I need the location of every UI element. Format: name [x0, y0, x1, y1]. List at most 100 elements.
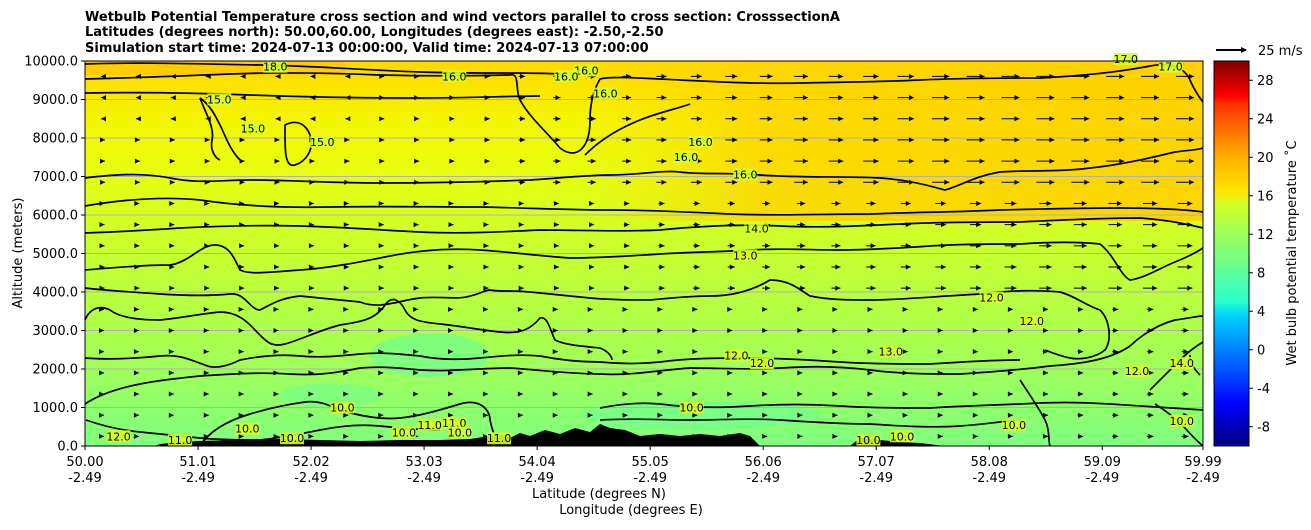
wind-vector-head [552, 412, 558, 418]
wind-vector-head [1084, 116, 1090, 122]
wind-vector-head [518, 222, 524, 228]
wind-vector-head [134, 222, 140, 228]
wind-vector-head [1183, 306, 1189, 312]
wind-vector-head [378, 433, 384, 439]
wind-vector-head [517, 306, 523, 312]
wind-vector-head [1078, 391, 1084, 397]
contour-label-bg [878, 345, 903, 358]
wind-vector-head [484, 73, 490, 79]
contour-line [84, 279, 1101, 311]
wind-vector-head [274, 243, 280, 249]
contour-line [199, 97, 221, 161]
wind-vector-head [727, 433, 733, 439]
x-tick-label-lat: 57.07 [858, 455, 895, 470]
wind-vector-head [482, 391, 488, 397]
wind-vector-head [1084, 137, 1090, 143]
contour-label-bg [724, 349, 749, 362]
wind-vector-head [204, 200, 210, 206]
contour-label-bg [1169, 357, 1194, 370]
x-tick-label-lon: -2.49 [407, 471, 441, 486]
wind-vector-head [1046, 243, 1052, 249]
wind-vector-head [1152, 200, 1158, 206]
wind-vector-head [1148, 412, 1154, 418]
wind-vector-head [308, 264, 314, 270]
wind-vector-head [204, 137, 210, 143]
wind-vector-head [802, 95, 808, 101]
wind-vector-head [626, 158, 632, 164]
contour-label: 16.0 [554, 70, 579, 83]
wind-vector-head [378, 370, 384, 376]
temperature-field-cool-patch-3 [280, 383, 380, 407]
wind-vector-head [727, 328, 733, 333]
contour-line [84, 62, 561, 75]
wind-vector-head [972, 349, 978, 355]
wind-vector-head [873, 95, 879, 101]
contour-label-bg [310, 135, 335, 148]
x-tick-label-lon: -2.49 [1186, 471, 1220, 486]
x-tick-label-lat: 54.04 [519, 455, 556, 470]
wind-vector-head [169, 243, 175, 249]
wind-vector-head [379, 179, 385, 185]
contour-label: 10.0 [330, 401, 355, 414]
wind-vector-head [908, 95, 914, 101]
wind-vector-head [873, 158, 879, 164]
wind-vector-head [134, 158, 140, 164]
contour-line [1044, 309, 1110, 360]
wind-vector-head [308, 243, 314, 249]
wind-vector-head [517, 328, 523, 333]
wind-vector-head [797, 306, 803, 312]
wind-vector-head [1113, 306, 1119, 312]
wind-vector-head [979, 73, 985, 79]
wind-vector-head [694, 243, 700, 249]
wind-vector-head [1081, 200, 1087, 206]
wind-vector-head [414, 179, 420, 185]
contour-label-bg [487, 432, 512, 445]
wind-vector-head [802, 179, 808, 185]
wind-vector-head [944, 158, 950, 164]
wind-vector-head [555, 179, 561, 185]
wind-vector-head [1154, 95, 1160, 101]
wind-vector-head [694, 200, 700, 206]
wind-vector-head [345, 116, 351, 122]
wind-vector-head [518, 264, 524, 270]
wind-vector-head [343, 306, 349, 312]
wind-vector-head [832, 412, 838, 418]
contour-label-bg [593, 87, 618, 100]
contour-label-bg [442, 416, 467, 429]
wind-vector-head [553, 243, 559, 249]
wind-vector-head [204, 158, 210, 164]
wind-vector-head [448, 412, 454, 418]
wind-vector-head [203, 349, 209, 355]
wind-vector-head [902, 391, 908, 397]
wind-vector-head [379, 116, 385, 122]
y-tick-label: 1000.0 [33, 401, 79, 416]
wind-vector-head [413, 200, 419, 206]
wind-vector-head [873, 179, 879, 185]
wind-vector-head [99, 222, 105, 228]
wind-vector-head [99, 264, 105, 270]
wind-vector-head [275, 73, 281, 79]
wind-vector-head [694, 264, 700, 270]
wind-vector-head [555, 158, 561, 164]
wind-vector-head [1116, 200, 1122, 206]
wind-vector-head [308, 370, 314, 376]
wind-vector-head [589, 222, 595, 228]
wind-vector-head [345, 95, 351, 101]
wind-vector-head [657, 306, 663, 312]
wind-vector-head [626, 179, 632, 185]
wind-vector-head [1078, 306, 1084, 312]
contour-labels: 18.016.0 16.016.016.015.015.015.0 16.016.0… [106, 53, 1194, 447]
wind-vector-head [1187, 200, 1193, 206]
contour-label: 12.0 [1020, 315, 1045, 328]
colorbar-tick-label: -4 [1257, 382, 1270, 397]
chart-title-line-2: Latitudes (degrees north): 50.00,60.00, … [85, 25, 664, 40]
wind-vector-head [134, 137, 140, 143]
wind-vector-head [1046, 200, 1052, 206]
x-tick-label-lat: 55.05 [632, 455, 669, 470]
x-tick-label-lon: -2.49 [746, 471, 780, 486]
wind-vector-head [484, 158, 490, 164]
wind-vector-head [414, 158, 420, 164]
wind-vector-head [238, 349, 244, 355]
wind-vector-head [902, 328, 908, 333]
contour-label-bg [1113, 53, 1138, 65]
